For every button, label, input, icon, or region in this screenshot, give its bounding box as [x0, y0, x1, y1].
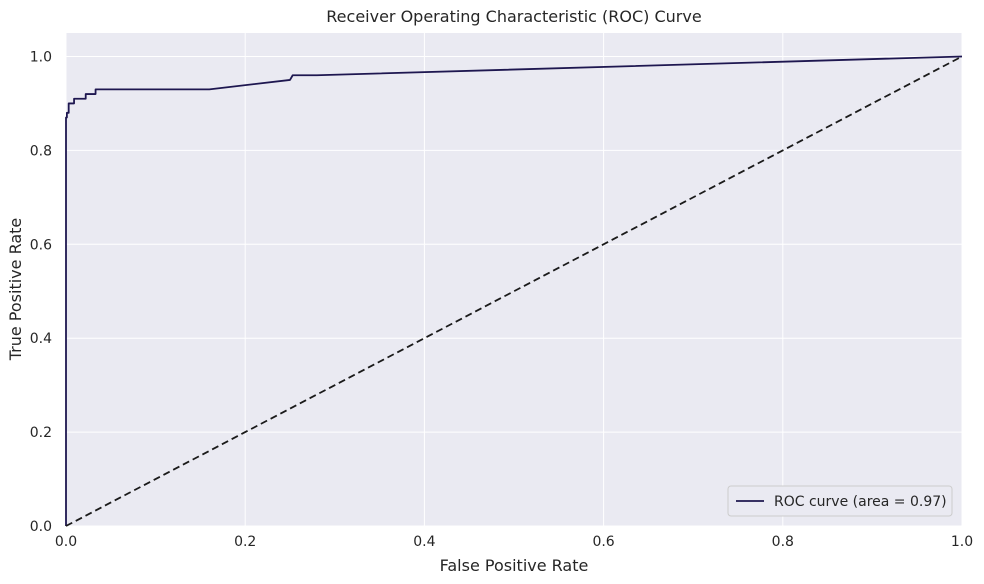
series-group	[65, 55, 963, 527]
x-tick-label: 0.4	[413, 534, 435, 550]
x-tick-label: 0.0	[55, 534, 77, 550]
tick-labels: 0.0 0.2 0.4 0.6 0.8 1.0 0.0 0.2 0.4 0.6 0.8 1.0	[30, 49, 973, 550]
plot-area	[66, 33, 962, 526]
x-tick-label: 1.0	[951, 534, 973, 550]
y-tick-label: 0.8	[30, 143, 52, 159]
y-tick-label: 0.0	[30, 519, 52, 535]
grid	[65, 33, 963, 527]
x-tick-label: 0.2	[234, 534, 256, 550]
y-tick-label: 1.0	[30, 49, 52, 65]
legend: ROC curve (area = 0.97)	[727, 485, 953, 517]
roc-curve-line	[65, 55, 963, 526]
y-tick-label: 0.4	[30, 331, 52, 347]
y-tick-label: 0.6	[30, 237, 52, 253]
chart-title: Receiver Operating Characteristic (ROC) …	[326, 7, 701, 26]
y-tick-label: 0.2	[30, 425, 52, 441]
legend-box	[727, 485, 953, 517]
y-axis-label: True Positive Rate	[6, 218, 25, 362]
diagonal-reference-line	[65, 55, 963, 527]
x-tick-label: 0.8	[772, 534, 794, 550]
x-axis-label: False Positive Rate	[440, 556, 589, 575]
x-tick-label: 0.6	[592, 534, 614, 550]
legend-label-roc: ROC curve (area = 0.97)	[774, 494, 947, 510]
